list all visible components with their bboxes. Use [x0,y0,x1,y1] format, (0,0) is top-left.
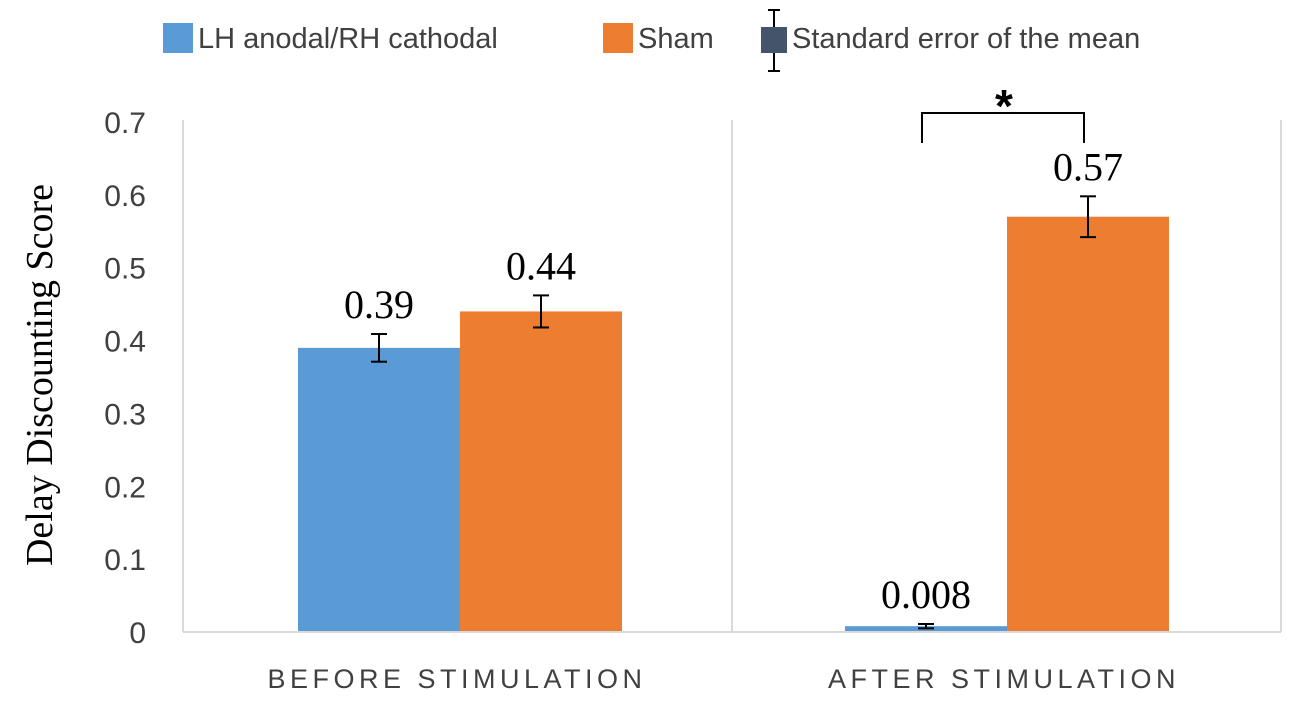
significance-bracket-line [921,112,1085,143]
legend-swatch-sham [603,23,633,53]
y-tick-label: 0.2 [104,471,146,504]
data-label: 0.57 [1053,144,1123,189]
data-label: 0.39 [344,282,414,327]
data-label: 0.44 [506,243,576,288]
bar [298,347,460,632]
y-axis-ticks: 0 0.1 0.2 0.3 0.4 0.5 0.6 0.7 [104,107,146,650]
y-tick-label: 0.1 [104,544,146,577]
value-labels: 0.39 0.44 0.008 0.57 [344,144,1123,617]
significance-marker: * [995,80,1013,132]
bar [1007,216,1169,632]
legend-label-standard-error: Standard error of the mean [792,23,1140,55]
data-label: 0.008 [881,572,971,617]
bars [298,216,1169,632]
y-tick-label: 0.4 [104,326,146,359]
significance-bracket: * [921,80,1085,143]
y-tick-label: 0.7 [104,107,146,140]
legend-swatch-lh-anodal [163,23,193,53]
category-label-after: AFTER STIMULATION [828,664,1180,694]
y-tick-label: 0.6 [104,180,146,213]
legend-label-lh-anodal: LH anodal/RH cathodal [198,23,498,55]
legend-label-sham: Sham [638,23,714,55]
category-label-before: BEFORE STIMULATION [267,664,646,694]
legend-swatch-standard-error [761,27,787,53]
error-bars [371,195,1096,630]
y-tick-label: 0.3 [104,398,146,431]
legend: LH anodal/RH cathodal Sham Standard erro… [163,9,1140,72]
x-axis-categories: BEFORE STIMULATION AFTER STIMULATION [267,664,1180,694]
y-tick-label: 0.5 [104,253,146,286]
bar [460,311,622,632]
y-tick-label: 0 [129,617,146,650]
y-axis-label: Delay Discounting Score [19,184,61,566]
